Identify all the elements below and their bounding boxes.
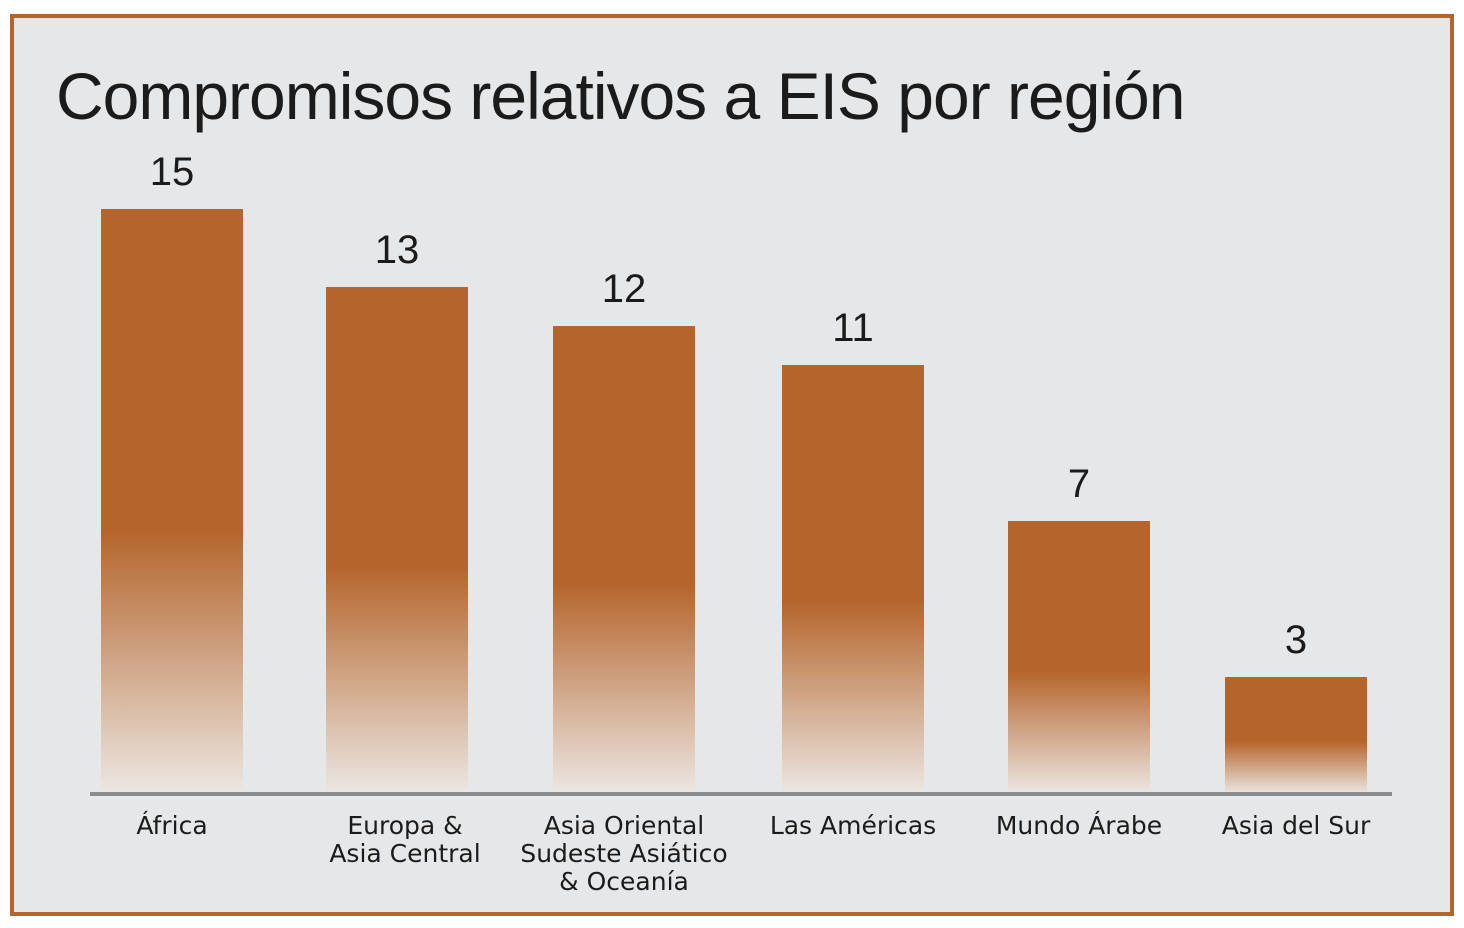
category-label-4-line-0: Mundo Árabe (996, 811, 1162, 840)
category-label-0-line-0: África (136, 811, 207, 840)
value-label-1: 13 (375, 228, 420, 272)
category-label-5: Asia del Sur (1222, 811, 1371, 840)
category-label-2-line-1: Sudeste Asiático (520, 839, 727, 868)
category-label-2-line-0: Asia Oriental (544, 811, 705, 840)
bar-3 (782, 365, 924, 794)
value-label-5: 3 (1285, 618, 1307, 662)
category-label-5-line-0: Asia del Sur (1222, 811, 1371, 840)
value-label-2: 12 (602, 267, 647, 311)
category-labels-group: África Europa & Asia Central Asia Oriental S… (136, 811, 1371, 896)
category-label-0: África (136, 811, 207, 840)
category-label-4: Mundo Árabe (996, 811, 1162, 840)
bar-0 (101, 209, 243, 794)
value-labels-group: 15 13 12 11 7 3 (150, 150, 1307, 662)
chart-frame: Compromisos relativos a EIS por región 1… (10, 14, 1454, 916)
category-label-1-line-0: Europa & (347, 811, 462, 840)
bar-5 (1225, 677, 1367, 794)
category-label-2-line-2: & Oceanía (559, 867, 689, 896)
category-label-3-line-0: Las Américas (770, 811, 936, 840)
bar-2 (553, 326, 695, 794)
bars-group (101, 209, 1367, 794)
category-label-3: Las Américas (770, 811, 936, 840)
category-label-1: Europa & Asia Central (329, 811, 480, 868)
chart-title: Compromisos relativos a EIS por región (56, 59, 1185, 133)
value-label-0: 15 (150, 150, 195, 194)
value-label-4: 7 (1068, 462, 1090, 506)
bar-1 (326, 287, 468, 794)
bar-4 (1008, 521, 1150, 794)
category-label-1-line-1: Asia Central (329, 839, 480, 868)
value-label-3: 11 (832, 306, 874, 350)
category-label-2: Asia Oriental Sudeste Asiático & Oceanía (520, 811, 727, 896)
